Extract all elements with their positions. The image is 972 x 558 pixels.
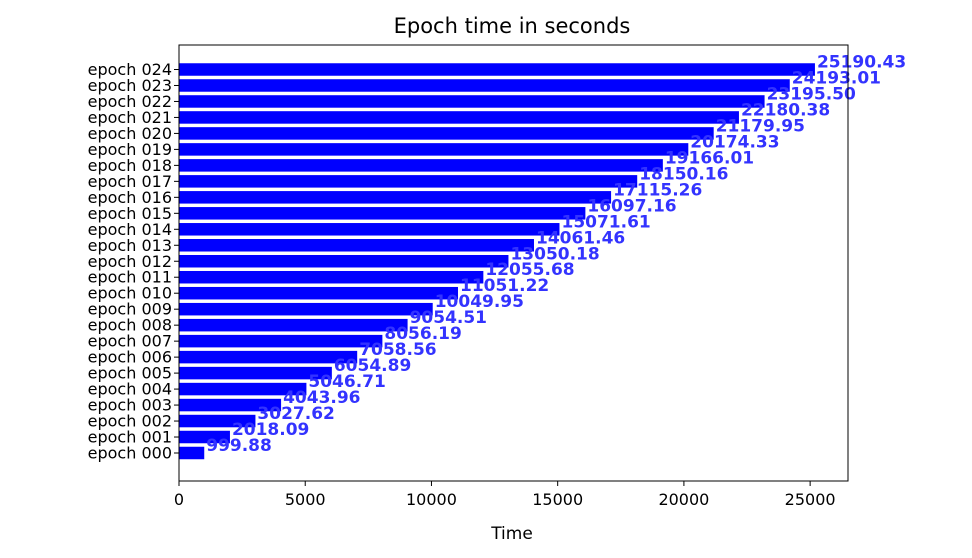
- bar-value-label: 18150.16: [639, 164, 728, 184]
- bar-value-label: 25190.43: [817, 53, 906, 73]
- bar: [179, 430, 230, 444]
- bar: [179, 446, 205, 460]
- bar-value-label: 17115.26: [613, 180, 702, 200]
- y-tick-label: epoch 018: [88, 156, 172, 175]
- y-tick-label: epoch 013: [88, 236, 172, 255]
- bar: [179, 382, 307, 396]
- y-tick-label: epoch 006: [88, 348, 172, 367]
- chart-title: Epoch time in seconds: [394, 14, 631, 38]
- bar-value-label: 5046.71: [308, 372, 385, 392]
- y-tick-label: epoch 017: [88, 172, 172, 191]
- x-tick-label: 5000: [285, 490, 326, 509]
- bar: [179, 207, 586, 220]
- bar: [179, 111, 739, 124]
- bar-value-label: 16097.16: [587, 196, 676, 216]
- y-tick-label: epoch 024: [88, 60, 172, 79]
- bar-value-label: 24193.01: [792, 68, 881, 88]
- bar: [179, 223, 560, 236]
- y-tick-label: epoch 004: [88, 380, 172, 399]
- bar-value-label: 10049.95: [435, 292, 524, 312]
- bar: [179, 318, 408, 332]
- x-tick-label: 25000: [785, 490, 836, 509]
- bar-value-label: 9054.51: [410, 308, 487, 328]
- bar-value-label: 11051.22: [460, 276, 549, 296]
- bar-value-label: 6054.89: [334, 356, 411, 376]
- bar-value-label: 3027.62: [257, 404, 334, 424]
- x-axis: 0 5000 10000 15000 20000 25000: [174, 481, 836, 509]
- bar-value-label: 15071.61: [561, 212, 650, 232]
- bar: [179, 143, 689, 156]
- bar-value-label: 7058.56: [359, 340, 436, 360]
- bar: [179, 286, 458, 300]
- bar: [179, 334, 383, 348]
- y-tick-label: epoch 021: [88, 108, 172, 127]
- x-tick-label: 20000: [658, 490, 709, 509]
- bar-value-label: 19166.01: [665, 148, 754, 168]
- y-tick-label: epoch 015: [88, 204, 172, 223]
- x-tick-label: 10000: [406, 490, 457, 509]
- bar-value-label: 999.88: [206, 436, 272, 456]
- bar: [179, 270, 484, 284]
- y-tick-label: epoch 003: [88, 396, 172, 415]
- y-tick-label: epoch 002: [88, 412, 172, 431]
- bar: [179, 366, 332, 380]
- bar: [179, 414, 256, 428]
- y-tick-label: epoch 012: [88, 252, 172, 271]
- bar: [179, 302, 433, 316]
- bar-value-label: 2018.09: [232, 420, 309, 440]
- y-tick-label: epoch 001: [88, 428, 172, 447]
- bar-value-label: 20174.33: [690, 132, 779, 152]
- bar-value-label: 23195.50: [767, 84, 856, 104]
- y-tick-label: epoch 019: [88, 140, 172, 159]
- bar: [179, 239, 534, 252]
- bars-group: [179, 63, 815, 460]
- bar: [179, 191, 612, 204]
- y-tick-label: epoch 009: [88, 300, 172, 319]
- x-tick-label: 15000: [532, 490, 583, 509]
- x-axis-label: Time: [490, 524, 533, 544]
- bar: [179, 95, 765, 108]
- bar-value-label: 13050.18: [510, 244, 599, 264]
- bar-value-label: 22180.38: [741, 100, 830, 120]
- bar: [179, 63, 815, 76]
- bar: [179, 175, 638, 188]
- y-tick-label: epoch 000: [88, 444, 172, 463]
- bar: [179, 398, 282, 412]
- bar: [179, 159, 663, 172]
- bar-value-label: 8056.19: [384, 324, 461, 344]
- y-tick-label: epoch 020: [88, 124, 172, 143]
- y-tick-label: epoch 011: [88, 268, 172, 287]
- y-tick-label: epoch 007: [88, 332, 172, 351]
- bar: [179, 350, 358, 364]
- y-tick-label: epoch 008: [88, 316, 172, 335]
- x-tick-label: 0: [174, 490, 184, 509]
- bar-value-label: 14061.46: [536, 228, 625, 248]
- bar: [179, 79, 790, 92]
- y-tick-label: epoch 023: [88, 76, 172, 95]
- bar: [179, 255, 509, 268]
- bar-value-label: 21179.95: [716, 116, 805, 136]
- bar-value-label: 12055.68: [485, 260, 574, 280]
- y-tick-label: epoch 010: [88, 284, 172, 303]
- plot-frame: [178, 44, 849, 482]
- y-tick-label: epoch 005: [88, 364, 172, 383]
- bar: [179, 127, 714, 140]
- y-tick-label: epoch 014: [88, 220, 172, 239]
- data-labels-group: 999.882018.093027.624043.965046.716054.8…: [206, 53, 906, 457]
- y-tick-label: epoch 022: [88, 92, 172, 111]
- bar-value-label: 4043.96: [283, 388, 360, 408]
- y-tick-label: epoch 016: [88, 188, 172, 207]
